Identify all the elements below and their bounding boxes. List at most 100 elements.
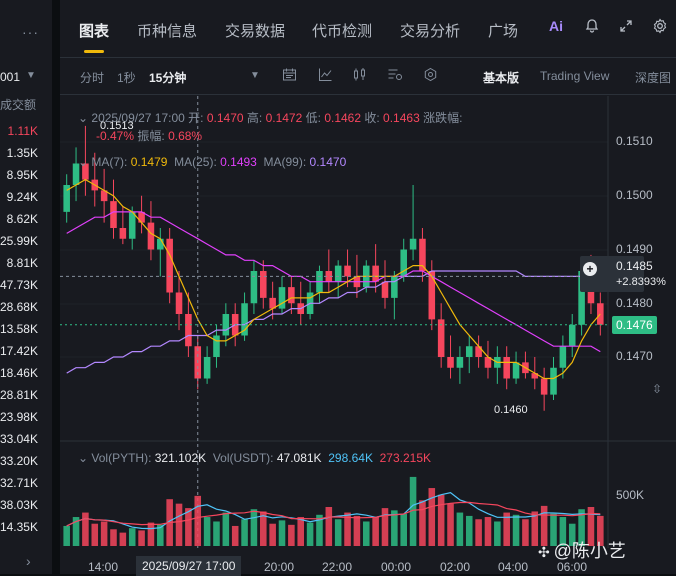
candle-body — [503, 357, 510, 379]
candle-body — [484, 357, 492, 368]
candle-body — [175, 292, 183, 314]
volume-bar — [437, 494, 445, 546]
tab-token-check[interactable]: 代币检测 — [312, 23, 373, 40]
volume-bar — [157, 524, 164, 546]
tab-active-indicator — [84, 50, 104, 53]
volume-bar — [494, 521, 501, 546]
calendar-icon[interactable] — [282, 67, 297, 85]
volume-bar — [372, 517, 379, 546]
volume-bar — [100, 521, 108, 546]
collapse-icon[interactable]: ⌄ — [78, 451, 92, 465]
ohlc-amplitude: 0.68% — [168, 129, 203, 143]
more-icon[interactable]: ··· — [22, 24, 39, 40]
tradingview-button[interactable]: Trading View — [540, 69, 610, 83]
list-item-volume[interactable]: 32.71K — [0, 476, 38, 490]
tab-chart[interactable]: 图表 — [79, 23, 110, 40]
price-axis-label: 0.1500 — [616, 188, 653, 202]
ai-icon[interactable]: Ai — [549, 18, 563, 34]
list-item-volume[interactable]: 33.04K — [0, 432, 38, 446]
interval-15m[interactable]: 15分钟 — [149, 71, 187, 85]
volume-column-header[interactable]: 成交额 — [0, 98, 37, 112]
add-alert-icon[interactable]: + — [583, 262, 597, 276]
interval-dropdown-icon[interactable]: ▼ — [250, 70, 260, 81]
scale-toggle-icon[interactable]: ⇳ — [652, 382, 663, 396]
tab-trading-data[interactable]: 交易数据 — [225, 23, 286, 40]
depth-chart-button[interactable]: 深度图 — [635, 71, 672, 85]
list-item-volume[interactable]: 13.58K — [0, 322, 38, 336]
list-item-volume[interactable]: 47.73K — [0, 278, 38, 292]
volume-bar — [540, 505, 548, 546]
price-axis-label: 0.1480 — [616, 296, 653, 310]
kline-chart[interactable]: ⌄ 2025/09/27 17:00 开: 0.1470 高: 0.1472 低… — [60, 96, 676, 576]
volume-bar — [597, 515, 604, 546]
ma7-value: 0.1479 — [130, 155, 168, 169]
volume-bar — [391, 510, 398, 546]
list-item-volume[interactable]: 25.99K — [0, 234, 38, 248]
list-item-volume[interactable]: 23.98K — [0, 410, 38, 424]
candle-body — [409, 238, 417, 250]
vol-pyth: 321.102K — [154, 451, 207, 465]
candle-body — [419, 238, 426, 271]
basic-view-button[interactable]: 基本版 — [483, 71, 520, 85]
candle-body — [540, 378, 548, 395]
expand-icon[interactable] — [616, 18, 636, 38]
template-icon[interactable] — [387, 67, 403, 85]
kline-svg[interactable] — [60, 96, 676, 574]
volume-bar — [484, 517, 492, 546]
interval-1s[interactable]: 1秒 — [117, 71, 136, 85]
volume-bar — [72, 517, 80, 546]
bell-icon[interactable] — [582, 18, 602, 38]
hexagon-settings-icon[interactable] — [423, 67, 438, 85]
candle-body — [157, 238, 164, 250]
volume-bar — [222, 512, 230, 546]
list-item-volume[interactable]: 33.20K — [0, 454, 38, 468]
list-item-volume[interactable]: 1.35K — [6, 146, 38, 160]
tab-trade-analysis[interactable]: 交易分析 — [400, 23, 461, 40]
candle-body — [512, 362, 520, 379]
tab-bar: 图表 币种信息 交易数据 代币检测 交易分析 广场 Ai — [60, 0, 676, 58]
list-item-volume[interactable]: 28.68K — [0, 300, 38, 314]
list-item-volume[interactable]: 18.46K — [0, 366, 38, 380]
candle-body — [147, 222, 155, 250]
candle-type-icon[interactable] — [352, 67, 367, 85]
candle-body — [260, 271, 267, 298]
ohlc-change: -0.47% — [96, 129, 135, 143]
tab-square[interactable]: 广场 — [488, 23, 519, 40]
cursor-price: 0.1485 — [616, 259, 653, 273]
candle-body — [597, 303, 604, 325]
volume-ma-b-line — [66, 501, 601, 527]
ohlc-open: 0.1470 — [206, 111, 244, 125]
pair-fragment[interactable]: 001 — [0, 70, 21, 84]
volume-bar — [353, 515, 361, 546]
ma7-line — [66, 178, 601, 380]
volume-bar — [297, 517, 305, 546]
chevron-right-icon[interactable]: › — [26, 553, 31, 569]
volume-bar — [465, 515, 473, 546]
tab-coin-info[interactable]: 币种信息 — [137, 23, 198, 40]
interval-time[interactable]: 分时 — [80, 71, 105, 85]
volume-bar — [550, 513, 557, 546]
list-item-volume[interactable]: 9.24K — [6, 190, 38, 204]
collapse-icon[interactable]: ⌄ — [78, 111, 92, 125]
candle-body — [325, 271, 333, 282]
chevron-down-icon[interactable]: ▼ — [26, 70, 36, 81]
volume-bar — [428, 488, 436, 546]
settings-icon[interactable] — [650, 18, 670, 38]
list-item-volume[interactable]: 8.95K — [6, 168, 38, 182]
candle-body — [119, 228, 127, 239]
list-item-volume[interactable]: 1.11K — [7, 124, 38, 138]
list-item-volume[interactable]: 28.81K — [0, 388, 38, 402]
volume-bar — [306, 522, 314, 546]
volume-bar — [288, 524, 295, 546]
list-item-volume[interactable]: 17.42K — [0, 344, 38, 358]
volume-bar — [475, 519, 482, 546]
list-item-volume[interactable]: 14.35K — [0, 520, 38, 534]
collapse-icon[interactable]: ⌄ — [78, 155, 92, 169]
ohlc-legend: ⌄ 2025/09/27 17:00 开: 0.1470 高: 0.1472 低… — [78, 111, 463, 125]
volume-axis-label: 500K — [616, 488, 645, 502]
list-item-volume[interactable]: 8.81K — [6, 256, 38, 270]
watermark: ✣ @陈小艺 — [538, 541, 626, 561]
indicator-icon[interactable] — [318, 67, 333, 85]
list-item-volume[interactable]: 8.62K — [6, 212, 38, 226]
list-item-volume[interactable]: 38.03K — [0, 498, 38, 512]
